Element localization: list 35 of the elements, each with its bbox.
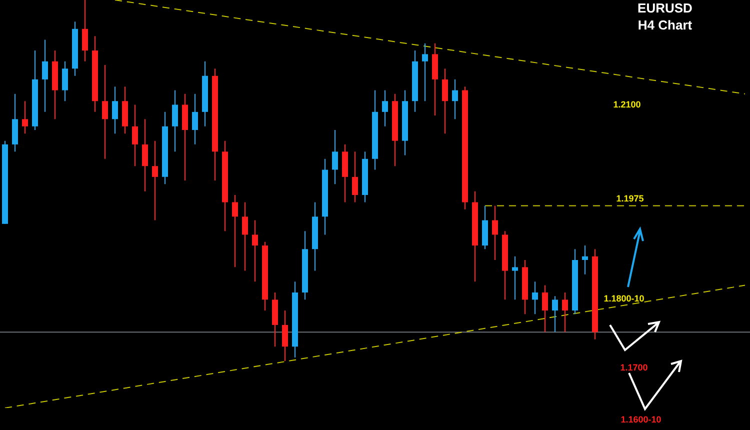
candlestick — [442, 68, 448, 134]
candlestick — [112, 86, 118, 134]
text: 1.1700 — [620, 362, 648, 372]
candlestick — [142, 118, 148, 192]
candlestick — [552, 296, 558, 333]
candlestick — [192, 93, 198, 145]
candlestick — [542, 284, 548, 333]
candlestick — [62, 60, 68, 102]
candlestick — [282, 310, 288, 362]
text: 1.1600-10 — [620, 414, 662, 424]
candlestick — [252, 220, 258, 282]
candlestick — [132, 104, 138, 167]
annotation: 1.1800-10 — [604, 293, 644, 304]
candlestick — [562, 292, 568, 333]
annotation: 1.2100 — [613, 99, 641, 110]
candlestick — [532, 281, 538, 315]
annotation: 1.1975 — [616, 193, 644, 204]
candlestick — [582, 245, 588, 275]
candlestick — [352, 151, 358, 203]
candlestick — [382, 90, 388, 127]
candlestick — [512, 256, 518, 300]
candlestick — [22, 100, 28, 134]
candlestick — [152, 140, 158, 221]
candlestick — [492, 205, 498, 260]
candlestick — [102, 64, 108, 160]
candlestick — [242, 202, 248, 272]
text: H4 Chart — [638, 18, 693, 33]
candlestick — [332, 129, 338, 185]
chart-title: EURUSD — [638, 0, 692, 16]
candlestick — [42, 39, 48, 112]
candlestick — [82, 0, 88, 62]
candlestick — [422, 42, 428, 102]
candlestick — [452, 78, 458, 120]
candlestick — [232, 194, 238, 268]
candlestick — [172, 90, 178, 152]
